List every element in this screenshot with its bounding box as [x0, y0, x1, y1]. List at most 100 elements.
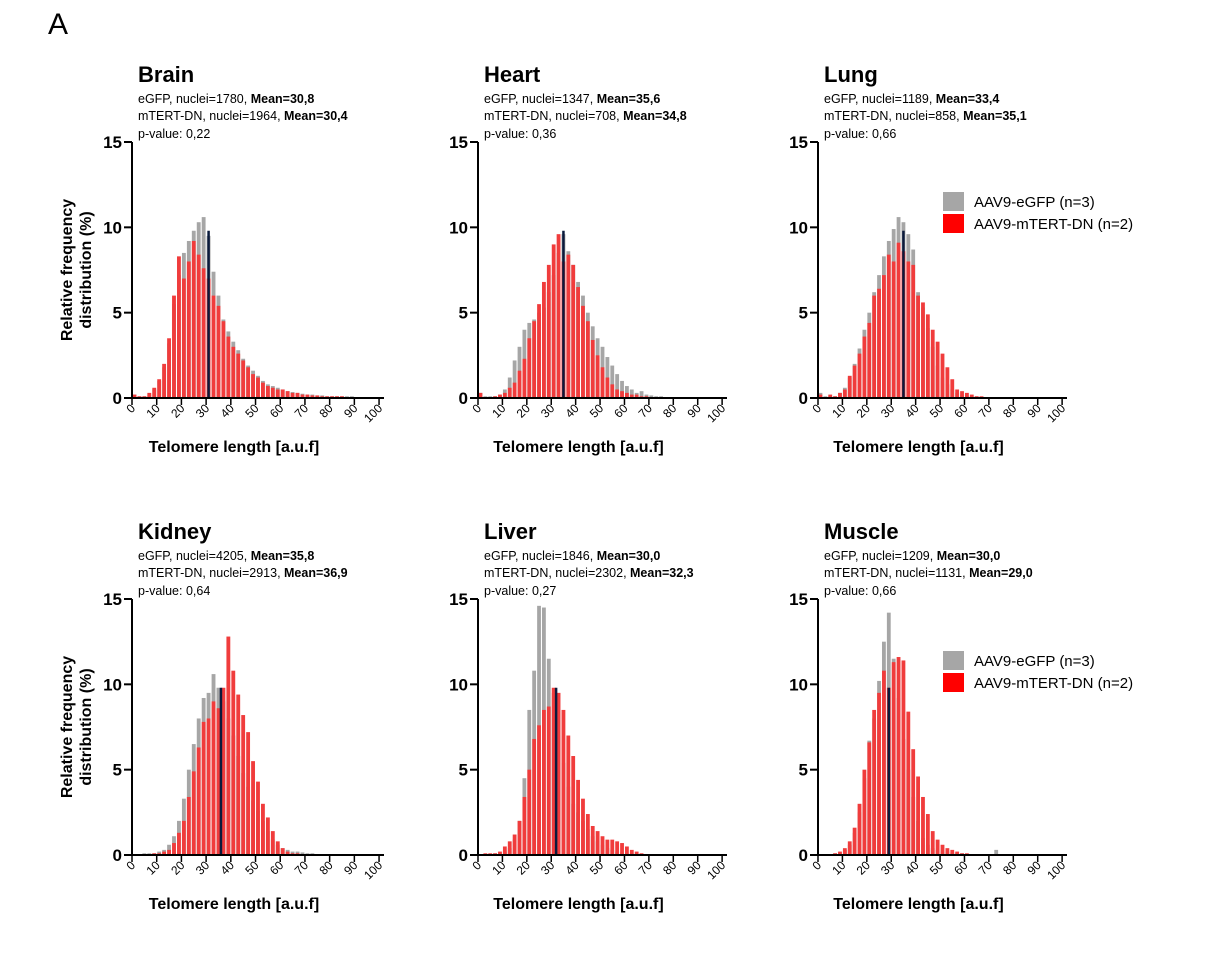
y-axis-label-line: distribution (%) — [78, 668, 95, 785]
bar — [191, 771, 196, 855]
chart-panel-muscle: Muscle eGFP, nuclei=1209, Mean=30,0 mTERT-… — [789, 519, 1068, 913]
x-tick-label: 70 — [636, 858, 656, 878]
x-tick-label: 0 — [123, 401, 138, 416]
bar — [246, 367, 251, 398]
x-axis-label: Telomere length [a.u.f] — [833, 896, 1003, 913]
chart-panel-brain: Brain eGFP, nuclei=1780, Mean=30,8 mTERT-D… — [59, 62, 385, 456]
stats-egfp: eGFP, nuclei=1846, Mean=30,0 — [484, 549, 660, 563]
legend-label: AAV9-eGFP (n=3) — [974, 194, 1095, 211]
stats-pvalue: p-value: 0,22 — [138, 127, 210, 141]
y-axis-label: Relative frequency distribution (%) — [59, 199, 95, 341]
bar — [921, 302, 925, 398]
x-tick-label: 10 — [489, 401, 509, 421]
x-tick-label: 10 — [489, 858, 509, 878]
bar — [906, 711, 911, 855]
chart-title: Kidney — [138, 519, 212, 544]
x-tick-label: 100 — [361, 401, 385, 425]
bar — [502, 846, 507, 855]
x-tick-label: 70 — [976, 858, 996, 878]
bar — [216, 708, 221, 855]
bar — [162, 851, 167, 855]
chart-title: Lung — [824, 62, 878, 87]
series-mtert — [818, 242, 1062, 398]
stats-pvalue: p-value: 0,64 — [138, 584, 210, 598]
bar — [167, 338, 171, 398]
bar — [921, 796, 925, 855]
bar — [551, 687, 556, 855]
bar — [300, 394, 305, 398]
bar — [625, 386, 629, 398]
bar — [862, 769, 867, 855]
bar — [965, 392, 969, 398]
chart-panel-heart: Heart eGFP, nuclei=1347, Mean=35,6 mTERT-D… — [449, 62, 728, 456]
x-tick-label: 10 — [829, 858, 849, 878]
bar — [867, 322, 872, 398]
bar — [517, 370, 522, 398]
x-tick-label: 80 — [316, 858, 336, 878]
y-tick-label: 15 — [103, 590, 122, 609]
bar — [867, 742, 872, 855]
y-tick-label: 15 — [449, 590, 468, 609]
bar — [896, 657, 901, 855]
bar — [507, 841, 512, 855]
x-tick-label: 40 — [562, 401, 582, 421]
x-tick-label: 100 — [704, 858, 728, 882]
bar — [610, 365, 615, 398]
bar — [877, 692, 881, 855]
y-tick-label: 5 — [799, 304, 808, 323]
bar — [930, 329, 935, 398]
stats-mtert: mTERT-DN, nuclei=1964, Mean=30,4 — [138, 109, 348, 123]
legend-swatch — [943, 192, 964, 211]
bar — [838, 392, 842, 398]
chart-title: Muscle — [824, 519, 899, 544]
x-tick-label: 10 — [829, 401, 849, 421]
bar — [315, 395, 320, 398]
bar — [181, 278, 186, 398]
bar — [639, 391, 644, 398]
bar — [629, 389, 634, 398]
bar — [615, 841, 620, 855]
bar — [556, 234, 561, 398]
bar — [955, 389, 960, 398]
x-tick-label: 20 — [168, 401, 188, 421]
bar — [625, 846, 629, 855]
bar — [546, 706, 551, 855]
bar — [901, 660, 906, 855]
x-tick-label: 90 — [684, 401, 704, 421]
bar — [882, 275, 886, 398]
bar — [891, 662, 896, 855]
x-tick-label: 90 — [341, 401, 361, 421]
bar — [517, 820, 522, 855]
y-tick-label: 0 — [113, 846, 122, 865]
bar — [872, 709, 877, 855]
bar — [940, 353, 945, 398]
bar — [196, 254, 201, 398]
stats-pvalue: p-value: 0,66 — [824, 127, 896, 141]
stats-pvalue: p-value: 0,36 — [484, 127, 556, 141]
chart-title: Brain — [138, 62, 194, 87]
series-egfp — [478, 234, 722, 398]
bar — [236, 694, 241, 855]
bar — [940, 844, 945, 855]
x-tick-label: 80 — [316, 401, 336, 421]
x-tick-label: 50 — [587, 858, 607, 878]
bar — [512, 382, 517, 398]
bar — [532, 738, 537, 855]
bar — [226, 636, 231, 855]
bar — [261, 382, 265, 398]
chart-title: Liver — [484, 519, 537, 544]
bar — [537, 725, 541, 855]
series-egfp — [132, 674, 379, 855]
x-axis-label: Telomere length [a.u.f] — [149, 439, 319, 456]
bar — [945, 367, 950, 398]
bar — [585, 814, 590, 855]
bar — [857, 803, 862, 855]
bar — [191, 240, 196, 398]
x-axis-label: Telomere length [a.u.f] — [833, 439, 1003, 456]
bar — [498, 394, 502, 398]
bar — [925, 814, 930, 855]
x-tick-label: 30 — [878, 858, 898, 878]
bar — [231, 346, 236, 398]
x-tick-label: 30 — [878, 401, 898, 421]
